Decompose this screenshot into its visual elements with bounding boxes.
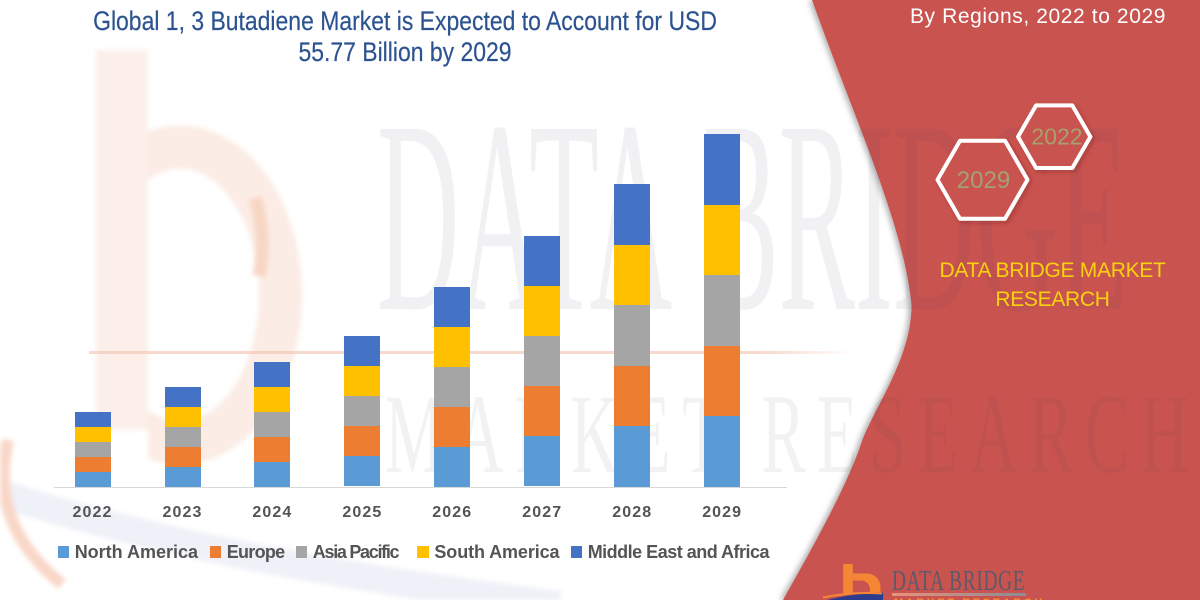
svg-text:2022: 2022 [1031, 124, 1082, 150]
svg-text:2029: 2029 [957, 167, 1010, 194]
